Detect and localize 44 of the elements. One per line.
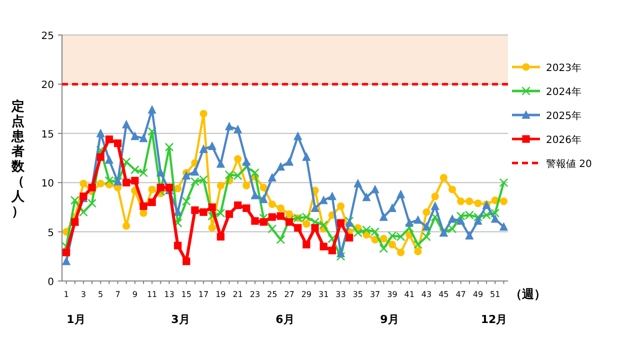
x-tick-label: 49 <box>472 290 484 299</box>
text: 6月 <box>276 313 294 326</box>
x-tick-label: 9 <box>132 290 138 299</box>
y-tick-label: 5 <box>48 228 54 239</box>
text: 3月 <box>171 313 190 326</box>
y-tick-label: 15 <box>41 129 54 140</box>
legend-label: 2025年 <box>546 110 582 122</box>
x-tick-label: 37 <box>370 290 380 299</box>
x-tick-label: 31 <box>318 290 329 299</box>
y-tick-label: 0 <box>48 277 54 288</box>
legend-label: 2024年 <box>546 86 582 98</box>
legend-label: 警報値 20 <box>546 158 592 170</box>
x-tick-label: 29 <box>301 290 312 299</box>
x-axis-title: （週） <box>510 287 546 301</box>
x-tick-label: 15 <box>181 290 192 299</box>
x-tick-label: 21 <box>232 290 243 299</box>
x-tick-label: 7 <box>115 290 120 299</box>
legend-label: 2023年 <box>546 62 582 74</box>
x-tick-label: 27 <box>284 290 294 299</box>
x-tick-label: 17 <box>198 290 209 299</box>
x-tick-label: 33 <box>336 290 346 299</box>
x-tick-label: 13 <box>164 290 174 299</box>
x-tick-label: 25 <box>267 290 278 299</box>
x-tick-label: 3 <box>80 290 86 299</box>
y-tick-label: 20 <box>41 80 54 92</box>
y-tick-label: 10 <box>41 178 54 190</box>
y-axis-title: 定点患者数（人） <box>10 98 26 220</box>
x-tick-label: 39 <box>387 290 398 299</box>
x-tick-label: 1 <box>64 290 69 299</box>
x-tick-label: 19 <box>216 290 226 299</box>
x-tick-label: 5 <box>98 290 104 299</box>
y-tick-label: 25 <box>41 31 54 42</box>
x-tick-label: 51 <box>490 290 500 299</box>
x-tick-label: 35 <box>352 290 363 299</box>
text: 12月 <box>480 313 508 326</box>
x-tick-label: 47 <box>456 290 466 299</box>
x-tick-label: 41 <box>404 290 414 299</box>
x-tick-label: 43 <box>421 290 432 299</box>
x-tick-label: 23 <box>250 290 260 299</box>
text: 1月 <box>66 313 86 326</box>
legend-label: 2026年 <box>546 134 582 146</box>
x-tick-label: 11 <box>146 290 158 299</box>
text: 9月 <box>380 313 399 326</box>
x-tick-label: 45 <box>438 290 449 299</box>
